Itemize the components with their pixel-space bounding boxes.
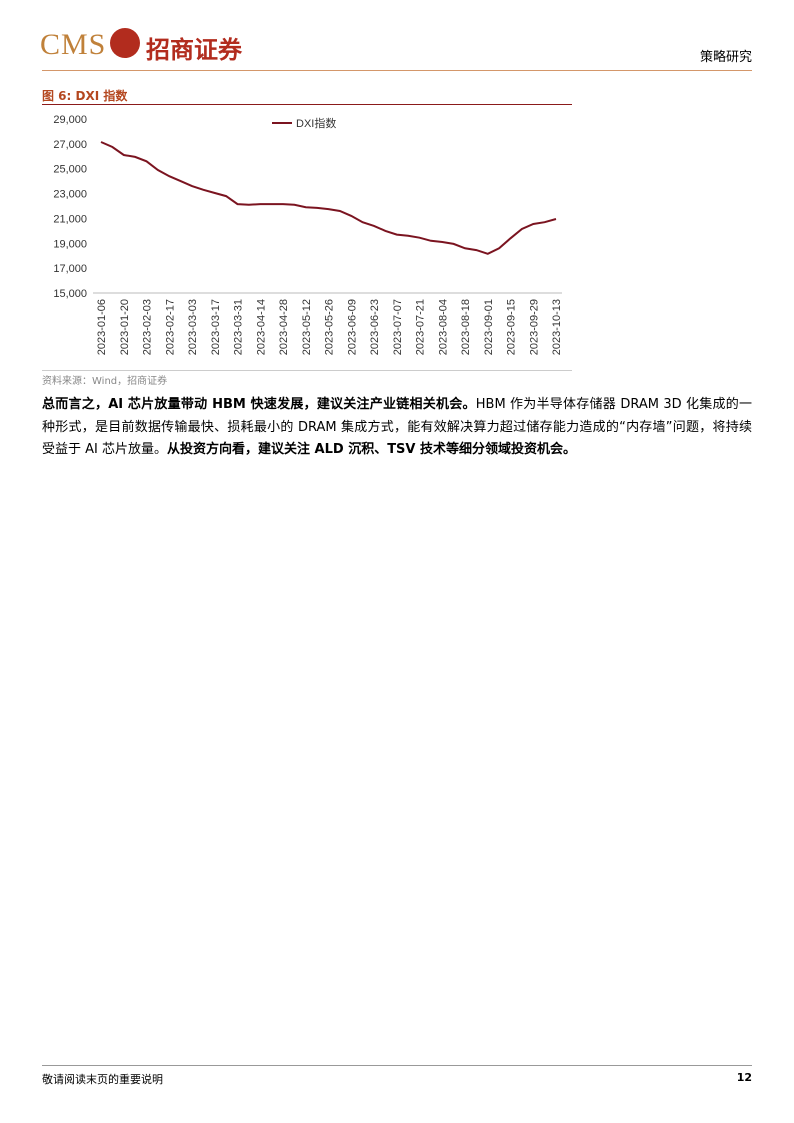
- paragraph: 总而言之，AI 芯片放量带动 HBM 快速发展，建议关注产业链相关机会。HBM …: [42, 394, 752, 462]
- y-tick-label: 21,000: [53, 213, 87, 225]
- x-tick-label: 2023-03-17: [210, 299, 222, 355]
- x-tick-label: 2023-02-03: [142, 299, 154, 355]
- text-run: HBM 作为半导体存储器 DRAM 3D 化集成的一种形式，是目前数据传输最快、…: [42, 397, 752, 457]
- section-title: 策略研究: [699, 50, 752, 65]
- x-tick-label: 2023-03-31: [233, 299, 245, 355]
- y-tick-label: 23,000: [53, 189, 87, 201]
- caption-rule: [42, 104, 572, 105]
- x-tick-label: 2023-07-07: [392, 299, 404, 355]
- y-tick-label: 29,000: [53, 114, 87, 126]
- logo-text: CMS: [40, 28, 107, 61]
- y-tick-label: 17,000: [53, 263, 87, 275]
- x-tick-label: 2023-08-04: [437, 299, 449, 355]
- page-number: 12: [736, 1071, 752, 1084]
- x-tick-label: 2023-10-13: [551, 299, 563, 355]
- x-tick-label: 2023-01-06: [96, 299, 108, 355]
- x-tick-label: 2023-02-17: [164, 299, 176, 355]
- text-run: 从投资方向看，建议关注 ALD 沉积、TSV 技术等细分领域投资机会。: [167, 442, 577, 457]
- x-tick-label: 2023-09-01: [483, 299, 495, 355]
- chart: 15,000 17,000 19,000 21,000 23,000 25,000 27,0…: [53, 114, 563, 355]
- y-tick-label: 27,000: [53, 139, 87, 151]
- legend-label: DXI指数: [296, 116, 336, 130]
- x-tick-label: 2023-05-12: [301, 299, 313, 355]
- source-rule: [42, 370, 572, 371]
- x-tick-label: 2023-03-03: [187, 299, 199, 355]
- x-tick-label: 2023-05-26: [324, 299, 336, 355]
- header-rule: [42, 70, 752, 71]
- x-tick-label: 2023-04-14: [255, 299, 267, 355]
- footer-rule: [42, 1065, 752, 1066]
- x-tick-label: 2023-09-15: [506, 299, 518, 355]
- line-series: [100, 141, 557, 255]
- x-tick-label: 2023-07-21: [415, 299, 427, 355]
- x-tick-label: 2023-06-23: [369, 299, 381, 355]
- footer-note: 敬请阅读末页的重要说明: [42, 1073, 163, 1086]
- x-tick-label: 2023-01-20: [119, 299, 131, 355]
- x-tick-label: 2023-04-28: [278, 299, 290, 355]
- figure-source: 资料来源：Wind，招商证券: [42, 376, 168, 387]
- x-tick-label: 2023-09-29: [528, 299, 540, 355]
- logo-cn: 招商证券: [146, 36, 242, 64]
- logo-icon: [110, 28, 140, 58]
- y-tick-label: 25,000: [53, 164, 87, 176]
- text-run: 总而言之，AI 芯片放量带动 HBM 快速发展，建议关注产业链相关机会。: [42, 397, 476, 412]
- x-tick-label: 2023-08-18: [460, 299, 472, 355]
- figure-caption: 图 6: DXI 指数: [42, 89, 128, 103]
- y-tick-label: 19,000: [53, 238, 87, 250]
- y-tick-label: 15,000: [53, 288, 87, 300]
- x-tick-label: 2023-06-09: [346, 299, 358, 355]
